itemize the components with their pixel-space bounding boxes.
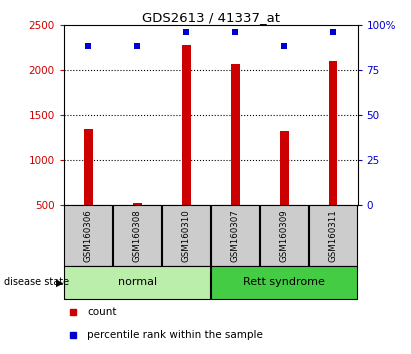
Point [134,44,141,49]
Point [232,29,238,35]
Point [85,44,92,49]
Bar [329,61,337,205]
Bar [162,205,210,266]
Bar [64,266,210,299]
Text: count: count [87,307,117,317]
Bar [133,202,141,205]
Point [281,44,287,49]
Text: GSM160311: GSM160311 [328,209,337,262]
Text: normal: normal [118,277,157,287]
Text: disease state: disease state [4,277,69,287]
Point [330,29,336,35]
Title: GDS2613 / 41337_at: GDS2613 / 41337_at [142,11,279,24]
Bar [280,131,289,205]
Text: GSM160306: GSM160306 [84,209,93,262]
Bar [211,266,357,299]
Bar [260,205,308,266]
Bar [84,129,92,205]
Bar [211,205,259,266]
Text: GSM160307: GSM160307 [231,209,240,262]
Bar [64,205,112,266]
Bar [309,205,357,266]
Bar [182,45,191,205]
Text: GSM160310: GSM160310 [182,209,191,262]
Text: ▶: ▶ [55,277,63,287]
Point [183,29,189,35]
Text: Rett syndrome: Rett syndrome [243,277,325,287]
Text: GSM160309: GSM160309 [279,209,289,262]
Bar [231,64,240,205]
Text: GSM160308: GSM160308 [133,209,142,262]
Bar [113,205,161,266]
Text: percentile rank within the sample: percentile rank within the sample [87,330,263,340]
